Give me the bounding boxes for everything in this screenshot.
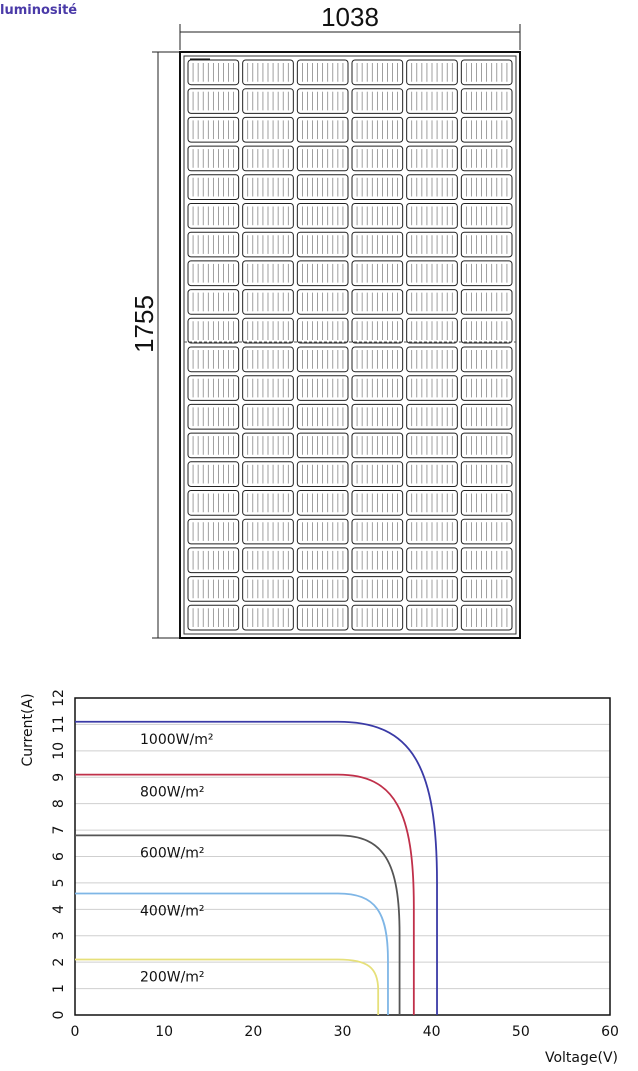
series-curve: [75, 958, 380, 1015]
y-tick-label: 11: [51, 716, 67, 734]
chart-curves: [75, 720, 438, 1015]
y-tick-label: 10: [51, 742, 67, 760]
series-curve: [75, 773, 415, 1015]
y-tick-label: 5: [51, 878, 67, 887]
y-tick-label: 12: [51, 689, 67, 707]
chart-grid: [75, 723, 610, 990]
y-tick-label: 7: [51, 826, 67, 835]
y-tick-label: 1: [51, 984, 67, 993]
chart-series-labels: 1000W/m² 800W/m² 600W/m² 400W/m² 200W/m²: [140, 732, 213, 986]
x-tick-label: 60: [601, 1024, 619, 1040]
y-tick-label: 6: [51, 852, 67, 861]
y-tick-label: 2: [51, 958, 67, 967]
x-axis-title: Voltage(V): [545, 1050, 618, 1066]
x-tick-label: 40: [423, 1024, 441, 1040]
series-curve: [75, 834, 401, 1015]
x-tick-label: 10: [155, 1024, 173, 1040]
chart-plot-area: [74, 697, 611, 1016]
series-label: 1000W/m²: [140, 732, 213, 748]
y-tick-label: 0: [51, 1011, 67, 1020]
chart-x-ticks: 0 10 20 30 40 50 60: [71, 1024, 619, 1040]
header-label: luminosité: [0, 3, 78, 18]
y-tick-label: 9: [51, 773, 67, 782]
series-curve: [75, 720, 438, 1015]
series-curve: [75, 892, 389, 1015]
y-axis-title: Current(A): [20, 693, 36, 766]
panel-inner-frame: [183, 55, 517, 635]
series-label: 600W/m²: [140, 845, 205, 861]
series-label: 800W/m²: [140, 785, 205, 801]
height-dimension-label: 1755: [129, 295, 159, 353]
series-label: 400W/m²: [140, 903, 205, 919]
x-tick-label: 20: [244, 1024, 262, 1040]
series-label: 200W/m²: [140, 970, 205, 986]
solar-panel-drawing: 1038 1755: [129, 2, 521, 639]
y-tick-label: 3: [51, 931, 67, 940]
width-dimension-label: 1038: [321, 2, 379, 32]
y-tick-label: 4: [51, 905, 67, 914]
y-tick-label: 8: [51, 799, 67, 808]
x-tick-label: 50: [512, 1024, 530, 1040]
panel-cell-grid: [187, 59, 513, 631]
x-tick-label: 30: [334, 1024, 352, 1040]
x-tick-label: 0: [71, 1024, 80, 1040]
